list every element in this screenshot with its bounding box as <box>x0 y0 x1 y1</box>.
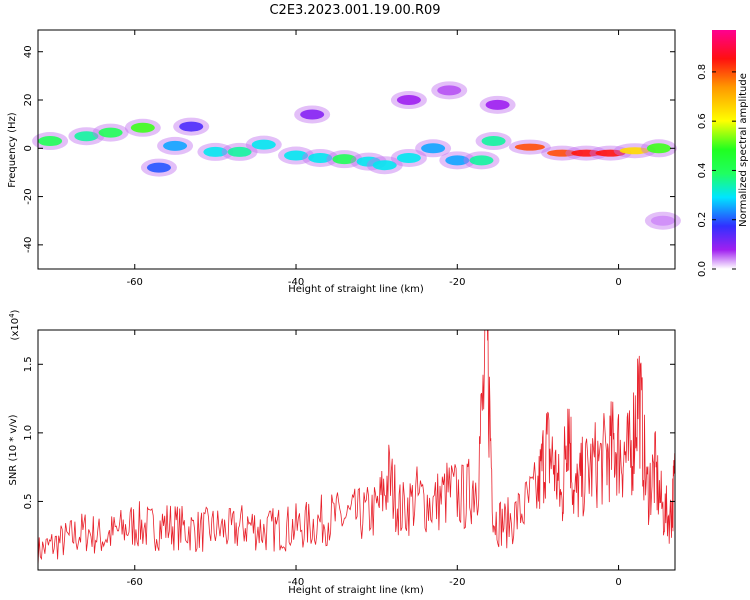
snr-scale-close: ) <box>10 309 21 313</box>
spectrogram-blob-16 <box>421 143 446 154</box>
spectrogram-blob-11 <box>308 152 333 163</box>
snr-xtick-label: -60 <box>127 577 143 588</box>
snr-xlabel: Height of straight line (km) <box>288 585 424 596</box>
snr-ylabel: SNR (10 * v/v) <box>8 414 19 485</box>
spectrogram-blob-8 <box>227 146 252 157</box>
spectrogram-xtick-label: 0 <box>615 277 621 288</box>
snr-scale-base: (x10 <box>10 318 21 341</box>
snr-xtick-label: -40 <box>288 577 304 588</box>
spectrogram-blob-14 <box>372 160 397 171</box>
snr-ytick-label: 1.0 <box>23 425 34 441</box>
spectrogram-blob-10 <box>284 150 309 161</box>
spectrogram-blob-7 <box>203 146 228 157</box>
spectrogram-ytick-label: 20 <box>23 94 34 107</box>
colorbar: 0.0 0.2 0.4 0.6 0.8 Normalized spectral ampl… <box>697 30 749 277</box>
spectrogram-blob-27 <box>396 95 421 106</box>
spectrogram-blob-26 <box>300 109 325 120</box>
spectrogram-ylabel: Frequency (Hz) <box>7 112 18 188</box>
spectrogram-blob-23 <box>595 149 626 157</box>
figure-title: C2E3.2023.001.19.00.R09 <box>269 3 440 18</box>
spectrogram-xlabel: Height of straight line (km) <box>288 284 424 295</box>
spectrogram-blob-12 <box>332 154 357 165</box>
spectrogram-blob-24 <box>619 147 650 155</box>
spectrogram-blob-19 <box>481 136 506 147</box>
spectrogram-blob-4 <box>146 162 171 173</box>
spectrogram-blob-29 <box>485 99 510 110</box>
spectrogram-xtick-label: -60 <box>127 277 143 288</box>
spectrogram-xtick-label: -20 <box>449 277 465 288</box>
colorbar-label: Normalized spectral amplitude <box>738 73 749 227</box>
spectrogram-blob-0 <box>38 136 63 147</box>
snr-ytick-label: 0.5 <box>23 493 34 509</box>
spectrogram-blob-9 <box>251 139 276 150</box>
spectrogram-blob-5 <box>179 121 204 132</box>
spectrogram-blob-25 <box>646 143 671 154</box>
colorbar-tick-label: 0.0 <box>697 261 708 277</box>
colorbar-scale <box>712 30 736 269</box>
spectrogram-blob-28 <box>437 85 462 96</box>
colorbar-tick-label: 0.6 <box>697 113 708 129</box>
colorbar-tick-label: 0.8 <box>697 64 708 80</box>
spectrogram-background <box>38 30 675 269</box>
snr-panel: -60 -40 -20 0 0.5 1.0 1.5 Height of straight l… <box>8 309 676 596</box>
snr-frame <box>37 329 676 571</box>
spectrogram-xtick-label: -40 <box>288 277 304 288</box>
spectrogram-ytick-label: -40 <box>23 237 34 253</box>
spectrogram-ytick-label: 40 <box>23 45 34 58</box>
spectrogram-blob-15 <box>396 152 421 163</box>
spectrogram-blob-20 <box>514 143 545 151</box>
spectrogram-ytick-label: 0 <box>23 145 34 151</box>
spectrogram-blob-17 <box>445 155 470 166</box>
snr-scale-exponent: 4 <box>8 313 16 318</box>
spectrogram-marks <box>32 81 681 230</box>
spectrogram-blob-22 <box>571 149 602 157</box>
colorbar-ticks: 0.0 0.2 0.4 0.6 0.8 <box>697 64 736 277</box>
spectrogram-ticks: -60 -40 -20 0 40 20 0 -20 -40 <box>23 30 675 288</box>
spectrogram-blob-3 <box>130 122 155 133</box>
spectrogram-blob-21 <box>547 149 578 157</box>
spectrogram-frame <box>37 29 676 270</box>
spectrogram-blob-2 <box>98 127 123 138</box>
spectrogram-blob-6 <box>163 140 188 151</box>
snr-ytick-label: 1.5 <box>23 356 34 372</box>
spectrogram-blob-18 <box>469 155 494 166</box>
snr-scale-label: (x104) <box>8 309 21 340</box>
snr-xtick-label: -20 <box>449 577 465 588</box>
spectrogram-blob-1 <box>74 131 99 142</box>
spectrogram-ytick-label: -20 <box>23 188 34 204</box>
colorbar-tick-label: 0.4 <box>697 162 708 178</box>
snr-xtick-label: 0 <box>615 577 621 588</box>
spectrogram-panel: -60 -40 -20 0 40 20 0 -20 -40 Height of straight… <box>7 29 681 295</box>
spectrogram-blob-30 <box>650 215 675 226</box>
colorbar-tick-label: 0.2 <box>697 212 708 228</box>
snr-series-line <box>38 330 675 567</box>
snr-ticks: -60 -40 -20 0 0.5 1.0 1.5 <box>23 330 675 588</box>
